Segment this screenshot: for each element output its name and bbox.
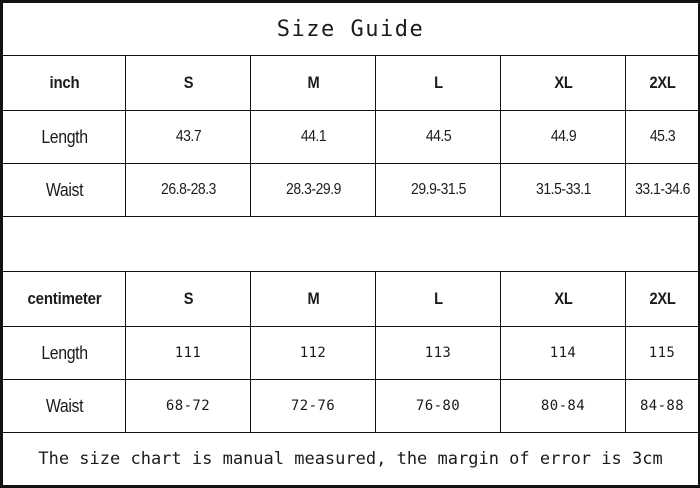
- cm-length-l: 113: [375, 326, 501, 380]
- footer-row: The size chart is manual measured, the m…: [2, 432, 698, 486]
- inch-size-header-xl: XL: [508, 55, 618, 111]
- page-title: Size Guide: [2, 2, 698, 56]
- inch-length-xl: 44.9: [506, 110, 620, 164]
- inch-waist-2xl: 33.1-34.6: [628, 163, 696, 217]
- inch-unit-header: inch: [9, 55, 119, 111]
- inch-waist-label: Waist: [9, 163, 119, 217]
- cm-size-header-2xl: 2XL: [630, 271, 694, 327]
- inch-length-s: 43.7: [131, 110, 245, 164]
- inch-length-m: 44.1: [256, 110, 370, 164]
- cm-waist-m: 72-76: [250, 379, 376, 433]
- cm-length-row: Length 111 112 113 114 115: [3, 326, 698, 380]
- cm-waist-label: Waist: [9, 379, 119, 433]
- cm-waist-l: 76-80: [375, 379, 501, 433]
- title-row: Size Guide: [2, 2, 698, 56]
- inch-waist-xl: 31.5-33.1: [506, 163, 620, 217]
- cm-size-header-xl: XL: [508, 271, 618, 327]
- cm-waist-s: 68-72: [125, 379, 251, 433]
- inch-waist-row: Waist 26.8-28.3 28.3-29.9 29.9-31.5 31.5…: [3, 163, 699, 217]
- cm-length-2xl: 115: [624, 326, 698, 380]
- cm-waist-xl: 80-84: [500, 379, 626, 433]
- inch-waist-s: 26.8-28.3: [131, 163, 245, 217]
- inch-length-label: Length: [9, 110, 119, 164]
- inch-waist-m: 28.3-29.9: [256, 163, 370, 217]
- inch-header-row: inch S M L XL 2XL: [3, 55, 699, 111]
- measurement-disclaimer: The size chart is manual measured, the m…: [2, 432, 698, 486]
- cm-waist-2xl: 84-88: [624, 379, 698, 433]
- cm-length-label: Length: [9, 326, 119, 380]
- inch-length-row: Length 43.7 44.1 44.5 44.9 45.3: [3, 110, 699, 164]
- cm-length-m: 112: [250, 326, 376, 380]
- inch-waist-l: 29.9-31.5: [381, 163, 495, 217]
- cm-waist-row: Waist 68-72 72-76 76-80 80-84 84-88: [3, 379, 698, 433]
- cm-size-header-s: S: [133, 271, 243, 327]
- inch-length-2xl: 45.3: [628, 110, 696, 164]
- inch-size-header-s: S: [133, 55, 243, 111]
- cm-length-xl: 114: [500, 326, 626, 380]
- cm-size-header-l: L: [383, 271, 493, 327]
- cm-header-row: centimeter S M L XL 2XL: [3, 271, 699, 327]
- inch-size-header-m: M: [258, 55, 368, 111]
- inch-length-l: 44.5: [381, 110, 495, 164]
- table-spacer-row: [2, 216, 698, 272]
- inch-size-header-l: L: [383, 55, 493, 111]
- cm-size-header-m: M: [258, 271, 368, 327]
- inch-size-header-2xl: 2XL: [630, 55, 694, 111]
- cm-unit-header: centimeter: [9, 271, 119, 327]
- table-spacer: [2, 216, 698, 272]
- cm-length-s: 111: [125, 326, 251, 380]
